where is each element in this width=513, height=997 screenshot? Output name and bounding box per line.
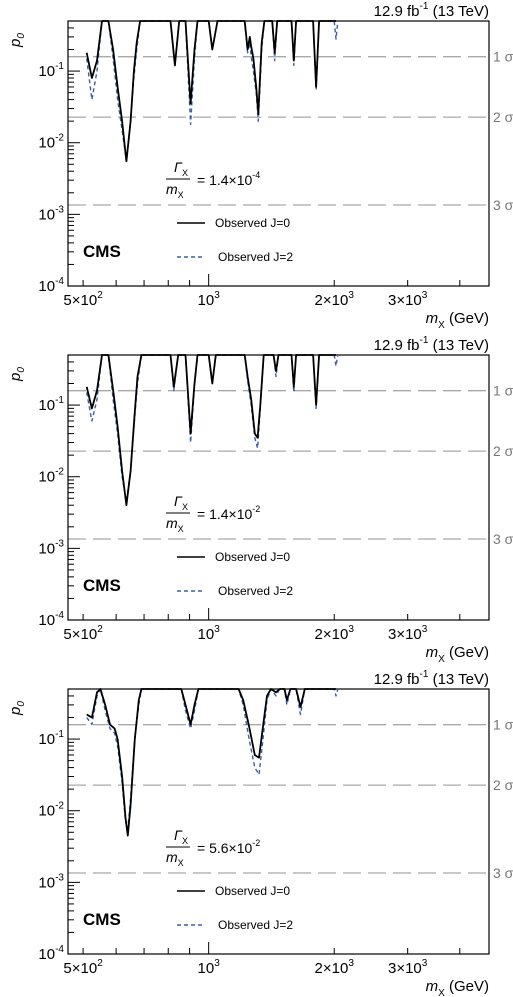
width-denominator: mX (166, 515, 184, 534)
y-tick-label: 10-4 (38, 276, 64, 295)
width-value: = 1.4×10-4 (197, 170, 260, 188)
width-denominator: mX (166, 181, 184, 200)
x-tick-label: 3×103 (388, 958, 428, 977)
panel-top: 1 σ 2 σ 3 σ 10-1 10-2 10-3 10-45×102 103 2×103 3×… (7, 1, 513, 331)
sigma-label-3: 3 σ (493, 531, 513, 547)
sigma-label-3: 3 σ (493, 865, 513, 881)
cms-label: CMS (83, 910, 121, 929)
legend-label-j2: Observed J=2 (218, 584, 293, 598)
legend-label-j2: Observed J=2 (218, 918, 293, 932)
sigma-label-1: 1 σ (493, 717, 513, 733)
x-tick-label: 103 (198, 624, 221, 643)
legend-label-j2: Observed J=2 (218, 250, 293, 264)
x-axis-label: mX (GeV) (426, 310, 489, 331)
sigma-label-2: 2 σ (493, 109, 513, 125)
width-value: = 1.4×10-2 (197, 504, 260, 522)
y-axis-label: p0 (7, 33, 27, 48)
sigma-label-3: 3 σ (493, 197, 513, 213)
x-tick-label: 103 (198, 290, 221, 309)
y-tick-label: 10-1 (38, 395, 64, 414)
panel-middle: 1 σ 2 σ 3 σ 10-1 10-2 10-3 10-45×102 103 2×103 3×… (7, 335, 513, 665)
x-tick-label: 2×103 (315, 624, 355, 643)
y-axis-label: p0 (7, 701, 27, 716)
plot-frame (67, 688, 490, 955)
y-tick-label: 10-2 (38, 133, 64, 152)
plot-frame (67, 20, 490, 287)
x-tick-label: 3×103 (388, 290, 428, 309)
series-observed-j0 (86, 688, 336, 837)
y-tick-label: 10-1 (38, 61, 64, 80)
lumi-energy-label: 12.9 fb-1 (13 TeV) (374, 669, 489, 688)
lumi-energy-label: 12.9 fb-1 (13 TeV) (374, 335, 489, 354)
series-observed-j0 (85, 20, 336, 163)
panel-bottom: 1 σ 2 σ 3 σ 10-1 10-2 10-3 10-45×102 103 2×103 3×… (7, 669, 513, 997)
x-tick-label: 2×103 (315, 290, 355, 309)
legend-label-j0: Observed J=0 (215, 884, 290, 898)
x-tick-label: 5×102 (63, 958, 103, 977)
sigma-label-2: 2 σ (493, 777, 513, 793)
y-tick-label: 10-3 (38, 538, 64, 557)
y-tick-label: 10-2 (38, 801, 64, 820)
legend-label-j0: Observed J=0 (215, 216, 290, 230)
sigma-label-1: 1 σ (493, 49, 513, 65)
sigma-label-1: 1 σ (493, 383, 513, 399)
y-tick-label: 10-4 (38, 610, 64, 629)
cms-label: CMS (83, 242, 121, 261)
x-tick-label: 3×103 (388, 624, 428, 643)
x-tick-label: 2×103 (315, 958, 355, 977)
y-tick-label: 10-2 (38, 467, 64, 486)
plot-frame (67, 354, 490, 621)
width-value: = 5.6×10-2 (197, 838, 260, 856)
y-axis-label: p0 (7, 367, 27, 382)
x-tick-label: 5×102 (63, 624, 103, 643)
series-observed-j0 (85, 354, 336, 507)
legend-label-j0: Observed J=0 (215, 550, 290, 564)
y-tick-label: 10-1 (38, 729, 64, 748)
y-tick-label: 10-4 (38, 944, 64, 963)
y-tick-label: 10-3 (38, 204, 64, 223)
lumi-energy-label: 12.9 fb-1 (13 TeV) (374, 1, 489, 20)
sigma-label-2: 2 σ (493, 443, 513, 459)
x-tick-label: 103 (198, 958, 221, 977)
x-axis-label: mX (GeV) (426, 978, 489, 997)
cms-label: CMS (83, 576, 121, 595)
width-numerator: ΓX (174, 159, 188, 178)
x-axis-label: mX (GeV) (426, 644, 489, 665)
x-tick-label: 5×102 (63, 290, 103, 309)
width-numerator: ΓX (174, 493, 188, 512)
y-tick-label: 10-3 (38, 872, 64, 891)
width-denominator: mX (166, 849, 184, 868)
width-numerator: ΓX (174, 827, 188, 846)
